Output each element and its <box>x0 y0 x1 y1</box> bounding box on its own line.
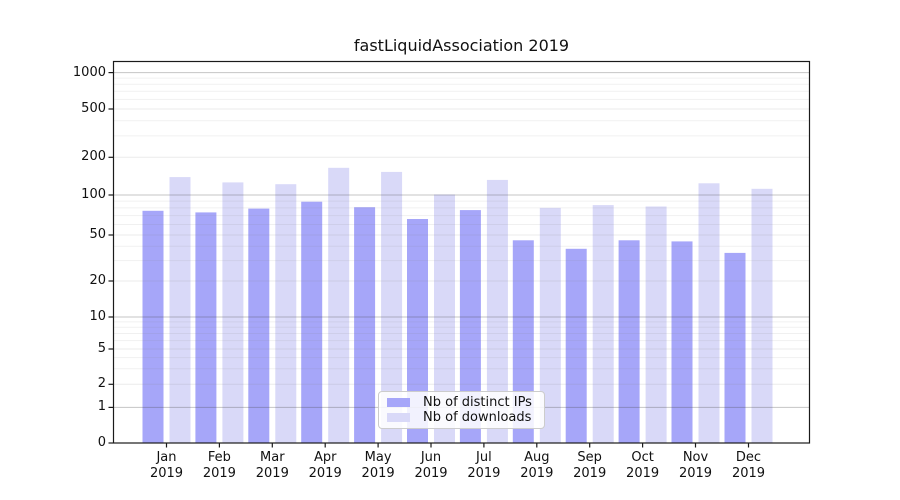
y-axis-tick-label: 500 <box>81 101 106 116</box>
bar-distinct-ips-jul <box>459 210 481 443</box>
bar-downloads-nov <box>698 183 720 444</box>
legend-swatch-downloads-icon <box>387 413 410 422</box>
bar-distinct-ips-apr <box>301 201 323 443</box>
y-axis-tick-label: 2 <box>97 376 106 392</box>
bar-downloads-sep <box>592 205 614 443</box>
bar-downloads-oct <box>645 206 667 443</box>
bar-downloads-dec <box>751 188 773 443</box>
x-axis-tick-label: Dec 2019 <box>731 450 766 481</box>
x-axis-tick-label: Jul 2019 <box>467 450 501 481</box>
x-axis-tick-label: Sep 2019 <box>573 450 607 481</box>
legend: Nb of distinct IPs Nb of downloads <box>378 391 545 429</box>
bar-distinct-ips-jun <box>407 219 428 443</box>
y-axis-tick-label: 20 <box>89 273 106 288</box>
y-axis-tick-label: 10 <box>89 309 106 324</box>
bar-downloads-feb <box>222 182 244 443</box>
legend-label-downloads: Nb of downloads <box>423 410 532 425</box>
y-axis-tick-label: 5 <box>97 341 106 356</box>
bar-distinct-ips-nov <box>671 241 693 443</box>
bar-distinct-ips-may <box>354 207 376 443</box>
bar-distinct-ips-oct <box>618 240 640 443</box>
y-axis-tick-label: 50 <box>89 227 106 242</box>
y-axis-tick-label: 200 <box>81 149 106 165</box>
x-axis-tick-label: Aug 2019 <box>520 450 554 481</box>
bar-downloads-jun <box>434 194 455 443</box>
bar-distinct-ips-sep <box>565 248 587 443</box>
bar-distinct-ips-mar <box>248 208 270 443</box>
x-axis-tick-label: Apr 2019 <box>308 450 342 481</box>
bar-downloads-may <box>381 171 403 443</box>
legend-item-downloads: Nb of downloads <box>387 410 532 425</box>
x-axis-tick-label: Mar 2019 <box>255 450 289 481</box>
x-axis-tick-label: Feb 2019 <box>202 450 236 481</box>
legend-label-distinct-ips: Nb of distinct IPs <box>423 395 532 410</box>
x-axis-tick-label: Oct 2019 <box>626 450 660 481</box>
bar-distinct-ips-dec <box>724 252 746 443</box>
x-axis-tick-label: May 2019 <box>361 450 395 481</box>
bar-downloads-jan <box>169 177 191 443</box>
y-axis-tick-label: 1 <box>97 399 106 415</box>
bar-distinct-ips-jan <box>142 210 164 443</box>
bar-downloads-apr <box>328 167 350 444</box>
x-axis-tick-label: Jan 2019 <box>149 450 184 481</box>
y-axis-tick-label: 100 <box>81 187 106 202</box>
legend-item-distinct-ips: Nb of distinct IPs <box>387 395 532 410</box>
x-axis-tick-label: Nov 2019 <box>678 450 713 481</box>
plot-frame <box>112 60 811 444</box>
bar-downloads-aug <box>539 207 561 443</box>
chart-title: fastLiquidAssociation 2019 <box>353 36 570 55</box>
bar-distinct-ips-feb <box>195 212 217 443</box>
legend-swatch-distinct-ips-icon <box>387 398 410 407</box>
y-axis-tick-label: 0 <box>97 435 106 450</box>
bar-downloads-mar <box>275 184 297 443</box>
y-axis-tick-label: 1000 <box>72 64 106 80</box>
bar-downloads-jul <box>486 179 508 443</box>
x-axis-tick-label: Jun 2019 <box>414 450 448 481</box>
